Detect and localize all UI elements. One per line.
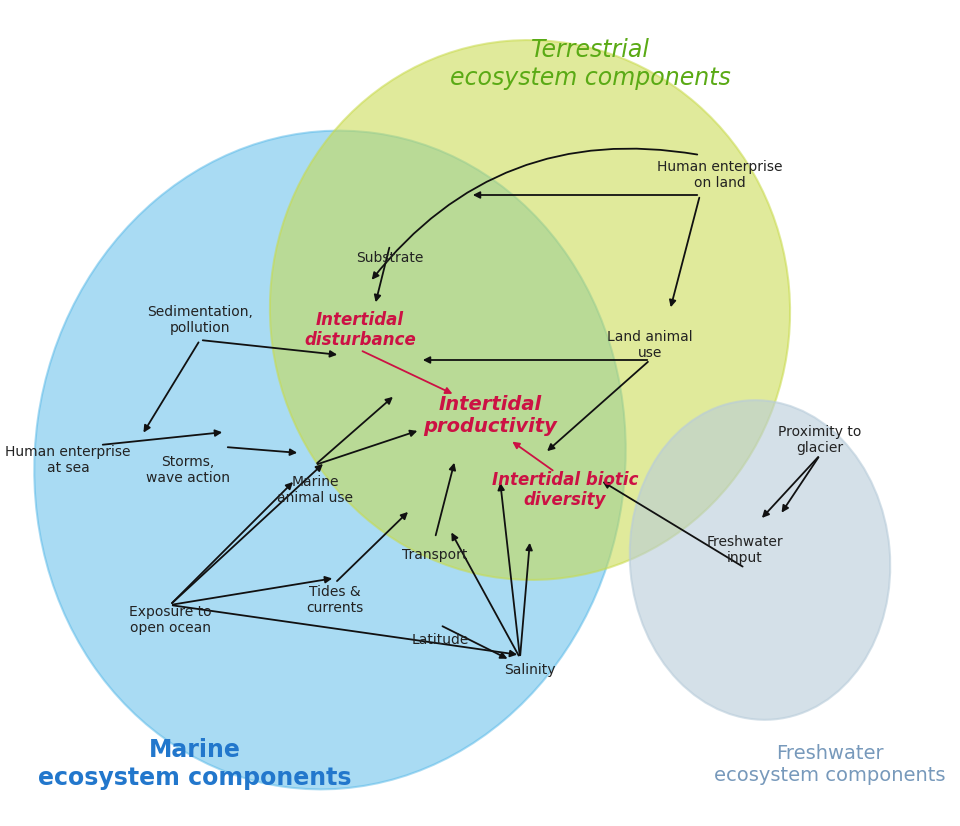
Ellipse shape xyxy=(270,40,790,580)
Text: Freshwater
input: Freshwater input xyxy=(707,535,783,565)
Text: Storms,
wave action: Storms, wave action xyxy=(146,455,230,485)
Text: Proximity to
glacier: Proximity to glacier xyxy=(779,425,862,455)
Text: Marine
ecosystem components: Marine ecosystem components xyxy=(38,738,351,790)
Text: Land animal
use: Land animal use xyxy=(607,330,693,360)
Text: Sedimentation,
pollution: Sedimentation, pollution xyxy=(147,305,252,335)
Text: Human enterprise
on land: Human enterprise on land xyxy=(658,160,782,190)
Ellipse shape xyxy=(630,401,890,719)
Text: Salinity: Salinity xyxy=(504,663,556,677)
Text: Tides &
currents: Tides & currents xyxy=(306,585,364,615)
Text: Exposure to
open ocean: Exposure to open ocean xyxy=(129,605,211,635)
Text: Terrestrial
ecosystem components: Terrestrial ecosystem components xyxy=(449,38,731,90)
Text: Human enterprise
at sea: Human enterprise at sea xyxy=(5,445,131,475)
Text: Intertidal
disturbance: Intertidal disturbance xyxy=(304,311,416,349)
Text: Substrate: Substrate xyxy=(356,251,423,265)
Text: Intertidal biotic
diversity: Intertidal biotic diversity xyxy=(492,471,638,510)
Ellipse shape xyxy=(35,131,626,790)
Text: Latitude: Latitude xyxy=(411,633,468,647)
Text: Transport: Transport xyxy=(402,548,468,562)
Text: Intertidal
productivity: Intertidal productivity xyxy=(423,395,557,435)
Text: Freshwater
ecosystem components: Freshwater ecosystem components xyxy=(714,744,946,785)
Text: Marine
animal use: Marine animal use xyxy=(277,475,353,506)
